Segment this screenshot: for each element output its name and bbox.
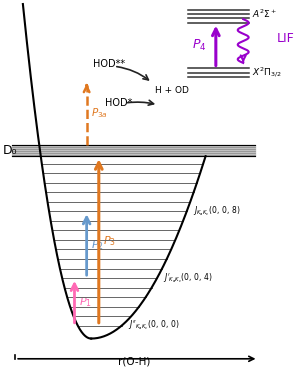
Text: $J'_{K_aK_c}(0,\,0,\,4)$: $J'_{K_aK_c}(0,\,0,\,4)$ — [163, 271, 213, 285]
Text: $P_{3a}$: $P_{3a}$ — [91, 106, 108, 120]
Text: $A^2\Sigma^+$: $A^2\Sigma^+$ — [252, 8, 278, 20]
Text: $X^2\Pi_{3/2}$: $X^2\Pi_{3/2}$ — [252, 66, 282, 80]
Text: HOD**: HOD** — [93, 59, 125, 70]
Text: $J_{K_aK_c}(0,\,0,\,8)$: $J_{K_aK_c}(0,\,0,\,8)$ — [193, 205, 240, 218]
Bar — [12, 145, 255, 156]
Text: D₀: D₀ — [3, 144, 18, 158]
Text: H + OD: H + OD — [155, 86, 189, 95]
Text: HOD*: HOD* — [105, 98, 132, 108]
Text: $P_1$: $P_1$ — [79, 295, 92, 309]
Text: r(O-H): r(O-H) — [118, 356, 150, 366]
Text: LIF: LIF — [277, 32, 294, 45]
Text: $P_3$: $P_3$ — [103, 234, 116, 248]
Text: $J''_{K_aK_c}(0,\,0,\,0)$: $J''_{K_aK_c}(0,\,0,\,0)$ — [128, 319, 179, 332]
Text: $P_4$: $P_4$ — [192, 38, 207, 53]
Text: $P_2$: $P_2$ — [91, 238, 104, 252]
